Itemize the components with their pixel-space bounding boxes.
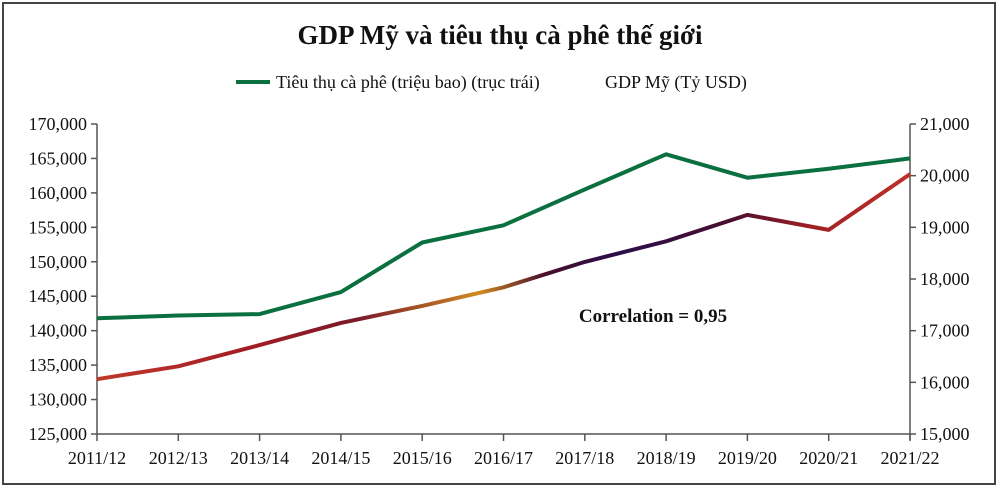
series-lines	[96, 152, 912, 382]
x-tick-label: 2017/18	[555, 448, 614, 468]
left-tick-label: 145,000	[29, 286, 88, 306]
x-tick-label: 2021/22	[880, 448, 939, 468]
right-tick-label: 16,000	[920, 372, 970, 392]
left-tick-label: 135,000	[29, 355, 88, 375]
right-tick-label: 17,000	[920, 321, 970, 341]
left-tick-label: 155,000	[29, 217, 88, 237]
coffee-consumption-line	[96, 152, 911, 321]
left-tick-label: 140,000	[29, 321, 88, 341]
right-tick-label: 19,000	[920, 217, 970, 237]
x-tick-label: 2014/15	[311, 448, 370, 468]
right-tick-label: 20,000	[920, 166, 970, 186]
x-tick-label: 2020/21	[799, 448, 858, 468]
x-tick-label: 2019/20	[718, 448, 777, 468]
x-tick-label: 2013/14	[230, 448, 289, 468]
legend: Tiêu thụ cà phê (triệu bao) (trục trái) …	[236, 72, 747, 93]
axes: 125,000 130,000 135,000 140,000 145,000 150,0…	[29, 114, 970, 468]
x-tick-label: 2015/16	[393, 448, 452, 468]
right-tick-label: 18,000	[920, 269, 970, 289]
left-tick-label: 150,000	[29, 252, 88, 272]
x-tick-label: 2016/17	[474, 448, 533, 468]
legend-label-coffee: Tiêu thụ cà phê (triệu bao) (trục trái)	[276, 72, 540, 93]
x-tick-label: 2012/13	[149, 448, 208, 468]
us-gdp-line	[96, 172, 912, 382]
legend-label-gdp: GDP Mỹ (Tỷ USD)	[605, 72, 747, 93]
left-tick-label: 165,000	[29, 148, 88, 168]
left-tick-label: 125,000	[29, 424, 88, 444]
x-tick-label: 2011/12	[68, 448, 126, 468]
left-tick-label: 170,000	[29, 114, 88, 134]
left-tick-label: 160,000	[29, 183, 88, 203]
correlation-annotation: Correlation = 0,95	[579, 306, 727, 327]
chart-title: GDP Mỹ và tiêu thụ cà phê thế giới	[298, 20, 703, 50]
right-tick-label: 15,000	[920, 424, 970, 444]
left-tick-label: 130,000	[29, 390, 88, 410]
x-tick-label: 2018/19	[637, 448, 696, 468]
right-tick-label: 21,000	[920, 114, 970, 134]
